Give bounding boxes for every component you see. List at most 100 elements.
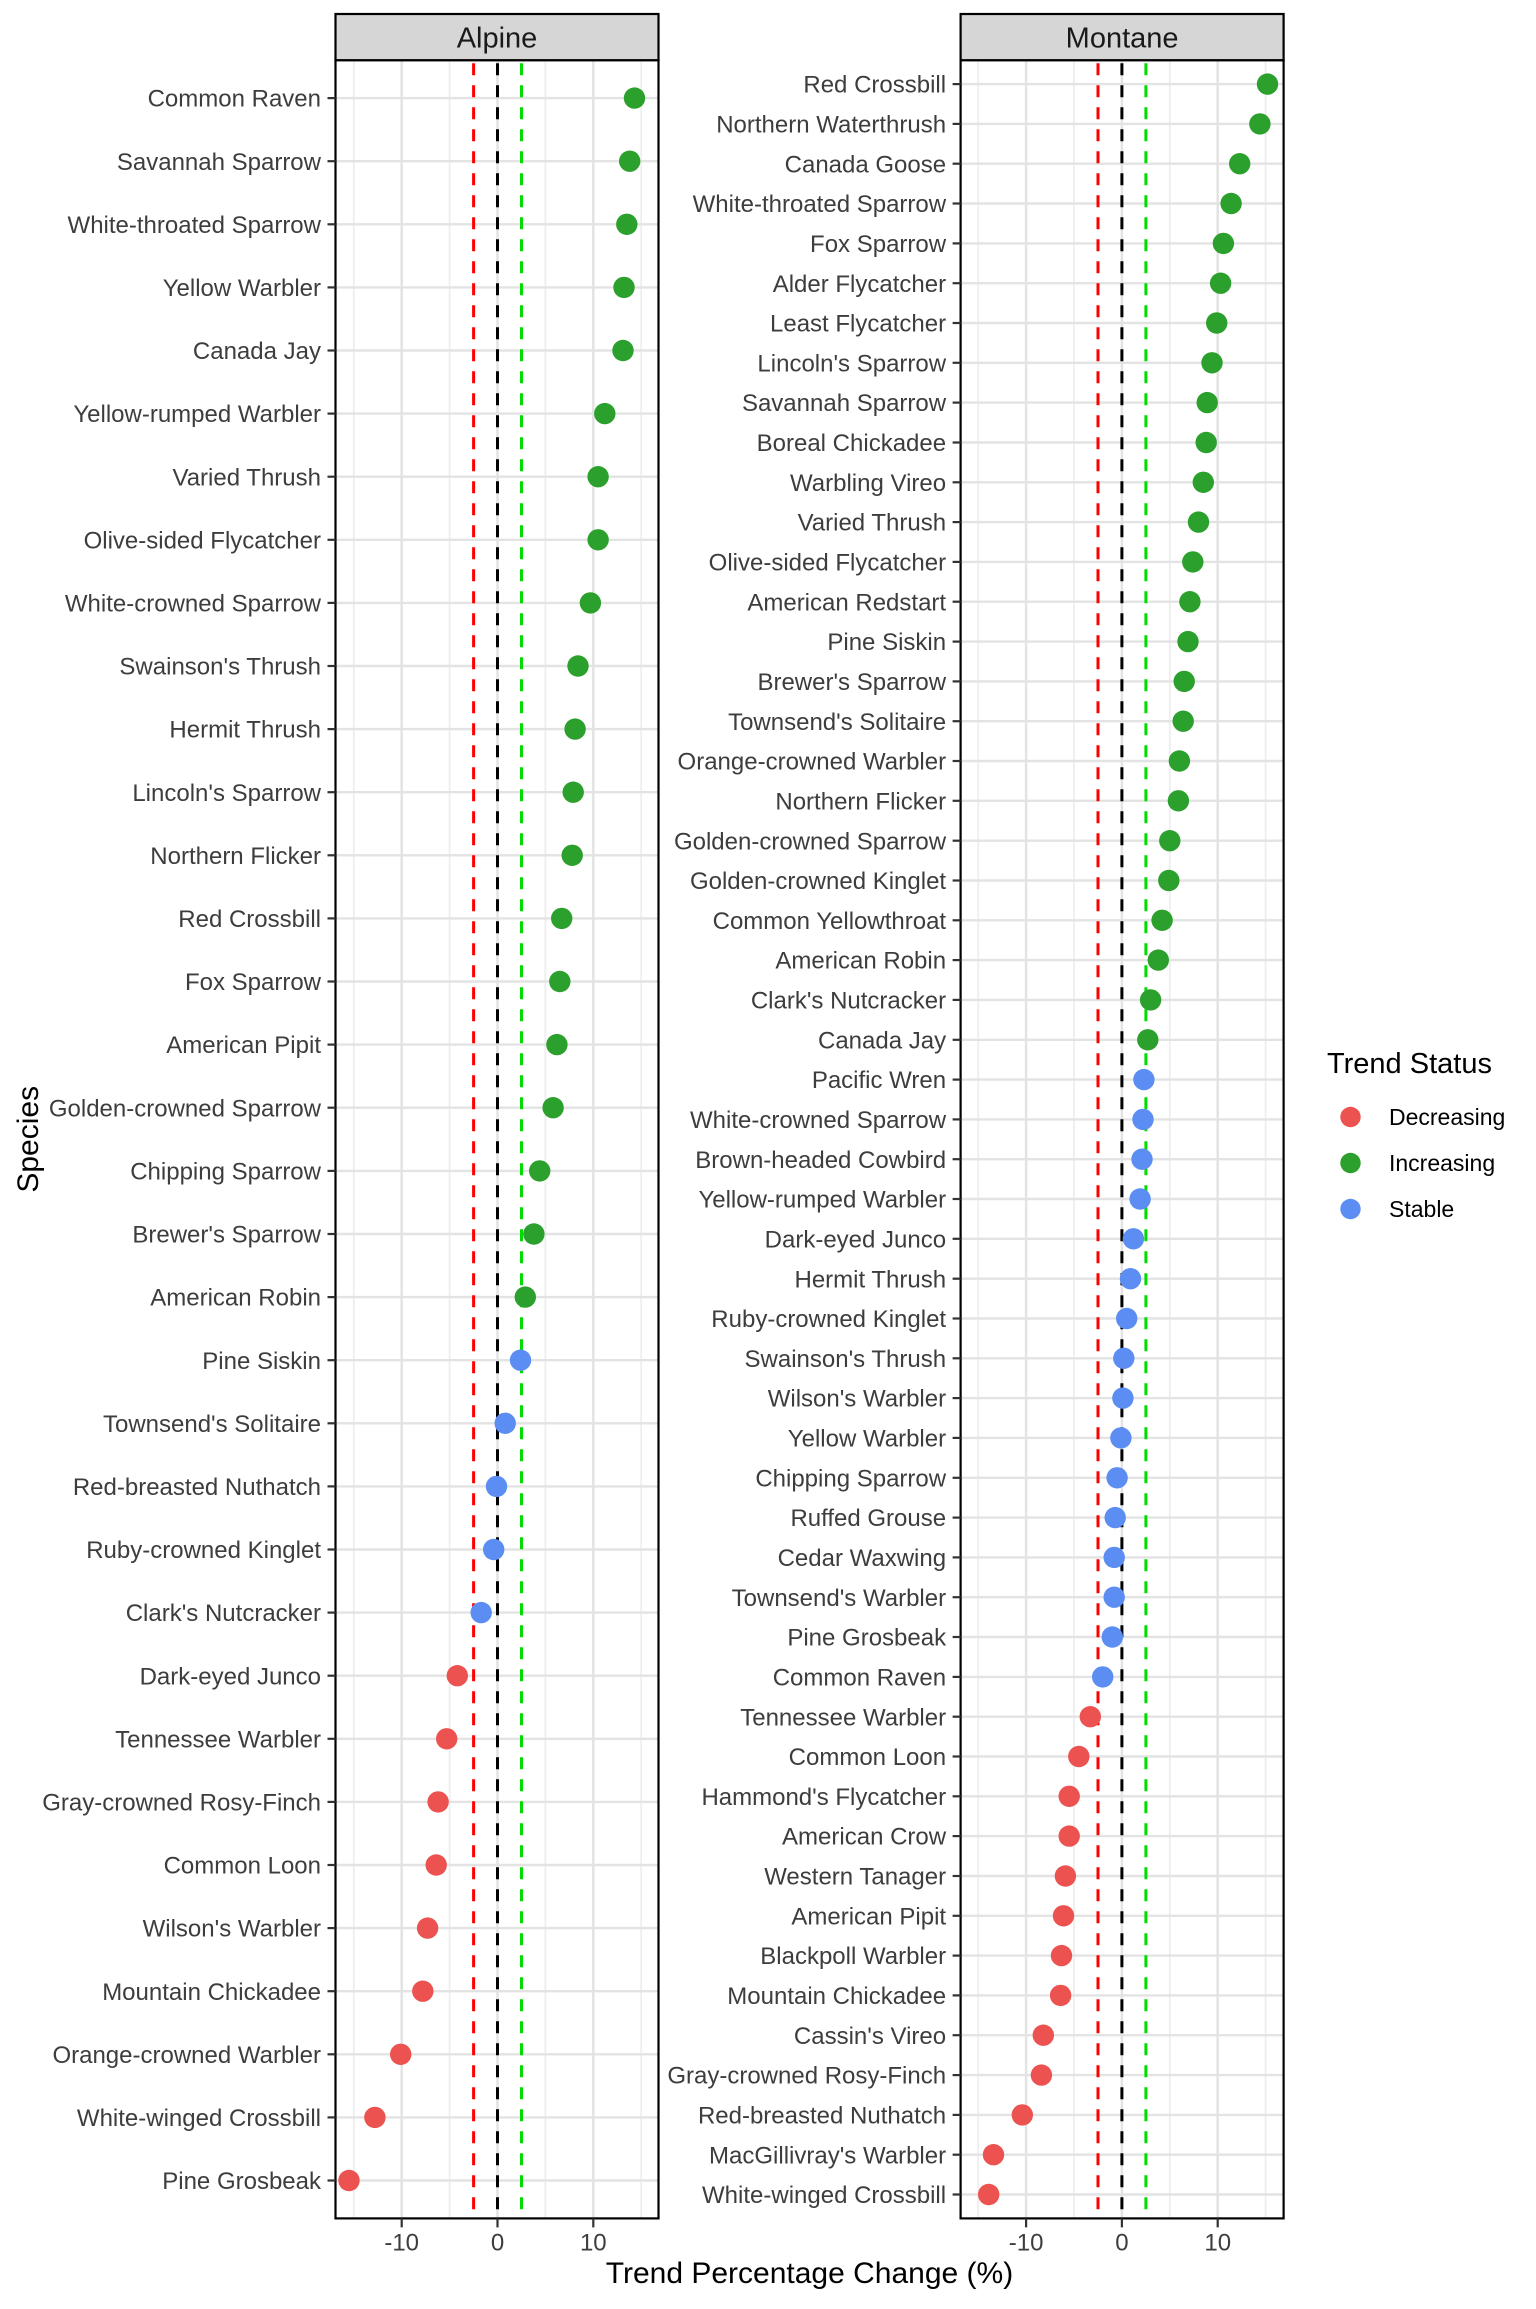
svg-text:Red-breasted Nuthatch: Red-breasted Nuthatch [73,1474,321,1501]
svg-text:American Pipit: American Pipit [166,1032,321,1059]
svg-text:Orange-crowned Warbler: Orange-crowned Warbler [678,749,947,776]
svg-text:Yellow-rumped Warbler: Yellow-rumped Warbler [698,1187,946,1214]
svg-text:Varied Thrush: Varied Thrush [798,510,947,537]
svg-text:Dark-eyed Junco: Dark-eyed Junco [765,1226,946,1253]
svg-text:Mountain Chickadee: Mountain Chickadee [102,1979,321,2006]
svg-text:Red Crossbill: Red Crossbill [178,906,321,933]
svg-text:White-crowned Sparrow: White-crowned Sparrow [690,1107,947,1134]
svg-text:White-throated Sparrow: White-throated Sparrow [68,212,322,239]
svg-text:Canada Jay: Canada Jay [818,1027,946,1054]
svg-text:Lincoln's Sparrow: Lincoln's Sparrow [132,780,321,807]
svg-text:Brown-headed Cowbird: Brown-headed Cowbird [695,1147,946,1174]
svg-text:Pine Siskin: Pine Siskin [202,1348,321,1375]
svg-text:Ruby-crowned Kinglet: Ruby-crowned Kinglet [711,1306,946,1333]
svg-text:MacGillivray's Warbler: MacGillivray's Warbler [709,2142,946,2169]
svg-text:Red Crossbill: Red Crossbill [803,72,946,99]
svg-text:Red-breasted Nuthatch: Red-breasted Nuthatch [698,2103,946,2130]
svg-text:Hermit Thrush: Hermit Thrush [169,717,321,744]
svg-text:Decreasing: Decreasing [1389,1104,1505,1130]
svg-text:American Redstart: American Redstart [747,589,946,616]
svg-text:Least Flycatcher: Least Flycatcher [770,311,946,338]
svg-text:Hermit Thrush: Hermit Thrush [795,1266,947,1293]
svg-text:Blackpoll Warbler: Blackpoll Warbler [760,1943,946,1970]
svg-text:Olive-sided Flycatcher: Olive-sided Flycatcher [84,527,321,554]
svg-text:Chipping Sparrow: Chipping Sparrow [130,1159,321,1186]
svg-text:Orange-crowned Warbler: Orange-crowned Warbler [52,2042,321,2069]
svg-text:Canada Jay: Canada Jay [193,338,321,365]
svg-text:Common Yellowthroat: Common Yellowthroat [713,908,947,935]
svg-text:Western Tanager: Western Tanager [764,1864,946,1891]
svg-text:Gray-crowned Rosy-Finch: Gray-crowned Rosy-Finch [42,1790,321,1817]
svg-text:Hammond's Flycatcher: Hammond's Flycatcher [701,1784,946,1811]
svg-text:Yellow Warbler: Yellow Warbler [163,275,321,302]
svg-text:-10: -10 [1009,2230,1044,2257]
svg-text:Varied Thrush: Varied Thrush [172,464,321,491]
svg-text:Gray-crowned Rosy-Finch: Gray-crowned Rosy-Finch [667,2063,946,2090]
svg-text:Lincoln's Sparrow: Lincoln's Sparrow [757,350,946,377]
svg-text:American Pipit: American Pipit [791,1903,946,1930]
svg-text:Mountain Chickadee: Mountain Chickadee [727,1983,946,2010]
svg-text:Increasing: Increasing [1389,1150,1495,1176]
svg-text:Common Raven: Common Raven [773,1665,946,1692]
svg-text:10: 10 [580,2230,607,2257]
svg-text:Yellow-rumped Warbler: Yellow-rumped Warbler [73,401,321,428]
svg-text:Stable: Stable [1389,1196,1454,1222]
svg-text:American Robin: American Robin [150,1285,321,1312]
svg-text:Golden-crowned Kinglet: Golden-crowned Kinglet [690,868,946,895]
svg-text:Canada Goose: Canada Goose [785,151,946,178]
svg-text:Townsend's Warbler: Townsend's Warbler [732,1585,946,1612]
svg-text:Alpine: Alpine [457,23,538,55]
svg-text:Trend Percentage Change (%): Trend Percentage Change (%) [606,2257,1013,2290]
svg-text:Northern Flicker: Northern Flicker [150,843,321,870]
svg-text:Golden-crowned Sparrow: Golden-crowned Sparrow [49,1095,322,1122]
svg-text:Fox Sparrow: Fox Sparrow [185,969,322,996]
svg-text:Townsend's Solitaire: Townsend's Solitaire [728,709,946,736]
svg-text:American Robin: American Robin [775,948,946,975]
svg-text:Savannah Sparrow: Savannah Sparrow [742,390,947,417]
svg-text:American Crow: American Crow [782,1824,947,1851]
svg-text:Savannah Sparrow: Savannah Sparrow [117,149,322,176]
svg-text:Golden-crowned Sparrow: Golden-crowned Sparrow [674,828,947,855]
svg-text:Pacific Wren: Pacific Wren [812,1067,946,1094]
svg-text:Brewer's Sparrow: Brewer's Sparrow [132,1222,321,1249]
svg-text:Olive-sided Flycatcher: Olive-sided Flycatcher [709,550,946,577]
svg-text:0: 0 [1115,2230,1128,2257]
svg-text:Alder Flycatcher: Alder Flycatcher [773,271,946,298]
svg-text:Northern Waterthrush: Northern Waterthrush [716,112,946,139]
svg-text:White-throated Sparrow: White-throated Sparrow [693,191,947,218]
svg-text:Cedar Waxwing: Cedar Waxwing [778,1545,947,1572]
svg-text:Pine Grosbeak: Pine Grosbeak [787,1625,947,1652]
svg-text:Ruffed Grouse: Ruffed Grouse [790,1505,946,1532]
svg-text:Pine Siskin: Pine Siskin [827,629,946,656]
svg-text:Trend Status: Trend Status [1327,1048,1492,1080]
svg-text:White-winged Crossbill: White-winged Crossbill [77,2105,321,2132]
svg-text:White-crowned Sparrow: White-crowned Sparrow [65,591,322,618]
svg-text:Dark-eyed Junco: Dark-eyed Junco [140,1663,321,1690]
svg-text:Warbling Vireo: Warbling Vireo [790,470,946,497]
svg-text:Wilson's Warbler: Wilson's Warbler [768,1386,946,1413]
svg-text:10: 10 [1204,2230,1231,2257]
svg-text:Clark's Nutcracker: Clark's Nutcracker [126,1600,321,1627]
svg-text:Ruby-crowned Kinglet: Ruby-crowned Kinglet [86,1537,321,1564]
svg-text:Chipping Sparrow: Chipping Sparrow [755,1465,946,1492]
svg-text:Yellow Warbler: Yellow Warbler [788,1426,946,1453]
svg-text:Species: Species [12,1086,45,1193]
svg-text:Common Loon: Common Loon [164,1853,321,1880]
svg-text:Montane: Montane [1066,23,1179,55]
svg-text:Clark's Nutcracker: Clark's Nutcracker [751,988,946,1015]
svg-text:0: 0 [491,2230,504,2257]
svg-text:Tennessee Warbler: Tennessee Warbler [740,1704,946,1731]
svg-text:Tennessee Warbler: Tennessee Warbler [115,1726,321,1753]
svg-text:Brewer's Sparrow: Brewer's Sparrow [757,669,946,696]
svg-text:White-winged Crossbill: White-winged Crossbill [702,2182,946,2209]
svg-text:Fox Sparrow: Fox Sparrow [810,231,947,258]
svg-text:Pine Grosbeak: Pine Grosbeak [162,2168,322,2195]
svg-text:Cassin's Vireo: Cassin's Vireo [794,2023,946,2050]
svg-text:Northern Flicker: Northern Flicker [775,788,946,815]
svg-text:Swainson's Thrush: Swainson's Thrush [119,654,321,681]
svg-text:Boreal Chickadee: Boreal Chickadee [757,430,946,457]
svg-text:-10: -10 [384,2230,419,2257]
svg-text:Townsend's Solitaire: Townsend's Solitaire [103,1411,321,1438]
svg-text:Wilson's Warbler: Wilson's Warbler [143,1916,321,1943]
svg-text:Common Raven: Common Raven [148,86,321,113]
